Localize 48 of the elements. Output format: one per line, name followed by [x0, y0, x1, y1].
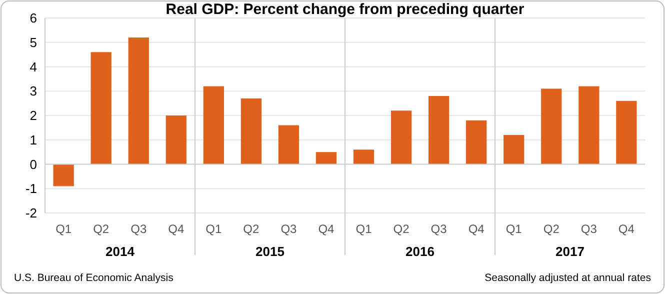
y-tick-label: 0 [30, 156, 37, 172]
y-tick-label: 1 [30, 132, 37, 148]
x-tick-label: Q3 [580, 222, 598, 236]
bar [616, 100, 637, 164]
x-tick-label: Q3 [280, 222, 298, 236]
x-tick-label: Q1 [356, 222, 372, 236]
bar [278, 125, 300, 164]
y-tick-label: 3 [30, 84, 37, 99]
x-tick-label: Q4 [618, 222, 635, 236]
text: U.S. Bureau of Economic Analysis [14, 272, 174, 284]
x-tick-label: Q1 [206, 222, 222, 236]
x-tick-label: Q4 [318, 222, 335, 236]
text: 2016 [406, 244, 434, 259]
bar [166, 116, 186, 164]
y-tick-label: -1 [25, 181, 37, 196]
bar [240, 98, 262, 164]
x-tick-label: Q3 [130, 222, 147, 236]
bar [578, 86, 600, 164]
text: Seasonally adjusted at annual rates [484, 272, 651, 284]
text: 2014 [106, 244, 136, 259]
bar [128, 38, 149, 164]
bar [90, 52, 112, 164]
y-tick-label: 5 [30, 34, 37, 50]
y-tick-label: 2 [30, 108, 37, 124]
text: 2015 [256, 244, 284, 259]
x-tick-label: Q2 [243, 222, 260, 236]
y-tick-label: 4 [30, 59, 37, 74]
bar [428, 96, 450, 164]
x-tick-label: Q2 [393, 222, 410, 236]
x-tick-label: Q4 [468, 222, 485, 236]
x-tick-label: Q2 [543, 222, 560, 236]
bar [504, 135, 524, 164]
x-tick-label: Q4 [168, 222, 184, 236]
chart-title: Real GDP: Percent change from preceding quarter [166, 1, 524, 18]
x-tick-label: Q1 [56, 222, 72, 236]
bar [203, 86, 224, 164]
x-tick-label: Q2 [93, 222, 110, 236]
bar [466, 120, 487, 164]
bar [316, 152, 337, 164]
bar [353, 150, 374, 164]
bar [390, 110, 412, 164]
text: 2017 [556, 244, 584, 259]
x-tick-label: Q3 [430, 222, 448, 236]
y-tick-label: 6 [30, 10, 37, 26]
y-tick-label: -2 [25, 206, 37, 221]
bar [53, 164, 74, 186]
bar [541, 88, 562, 164]
x-tick-label: Q1 [506, 222, 522, 236]
